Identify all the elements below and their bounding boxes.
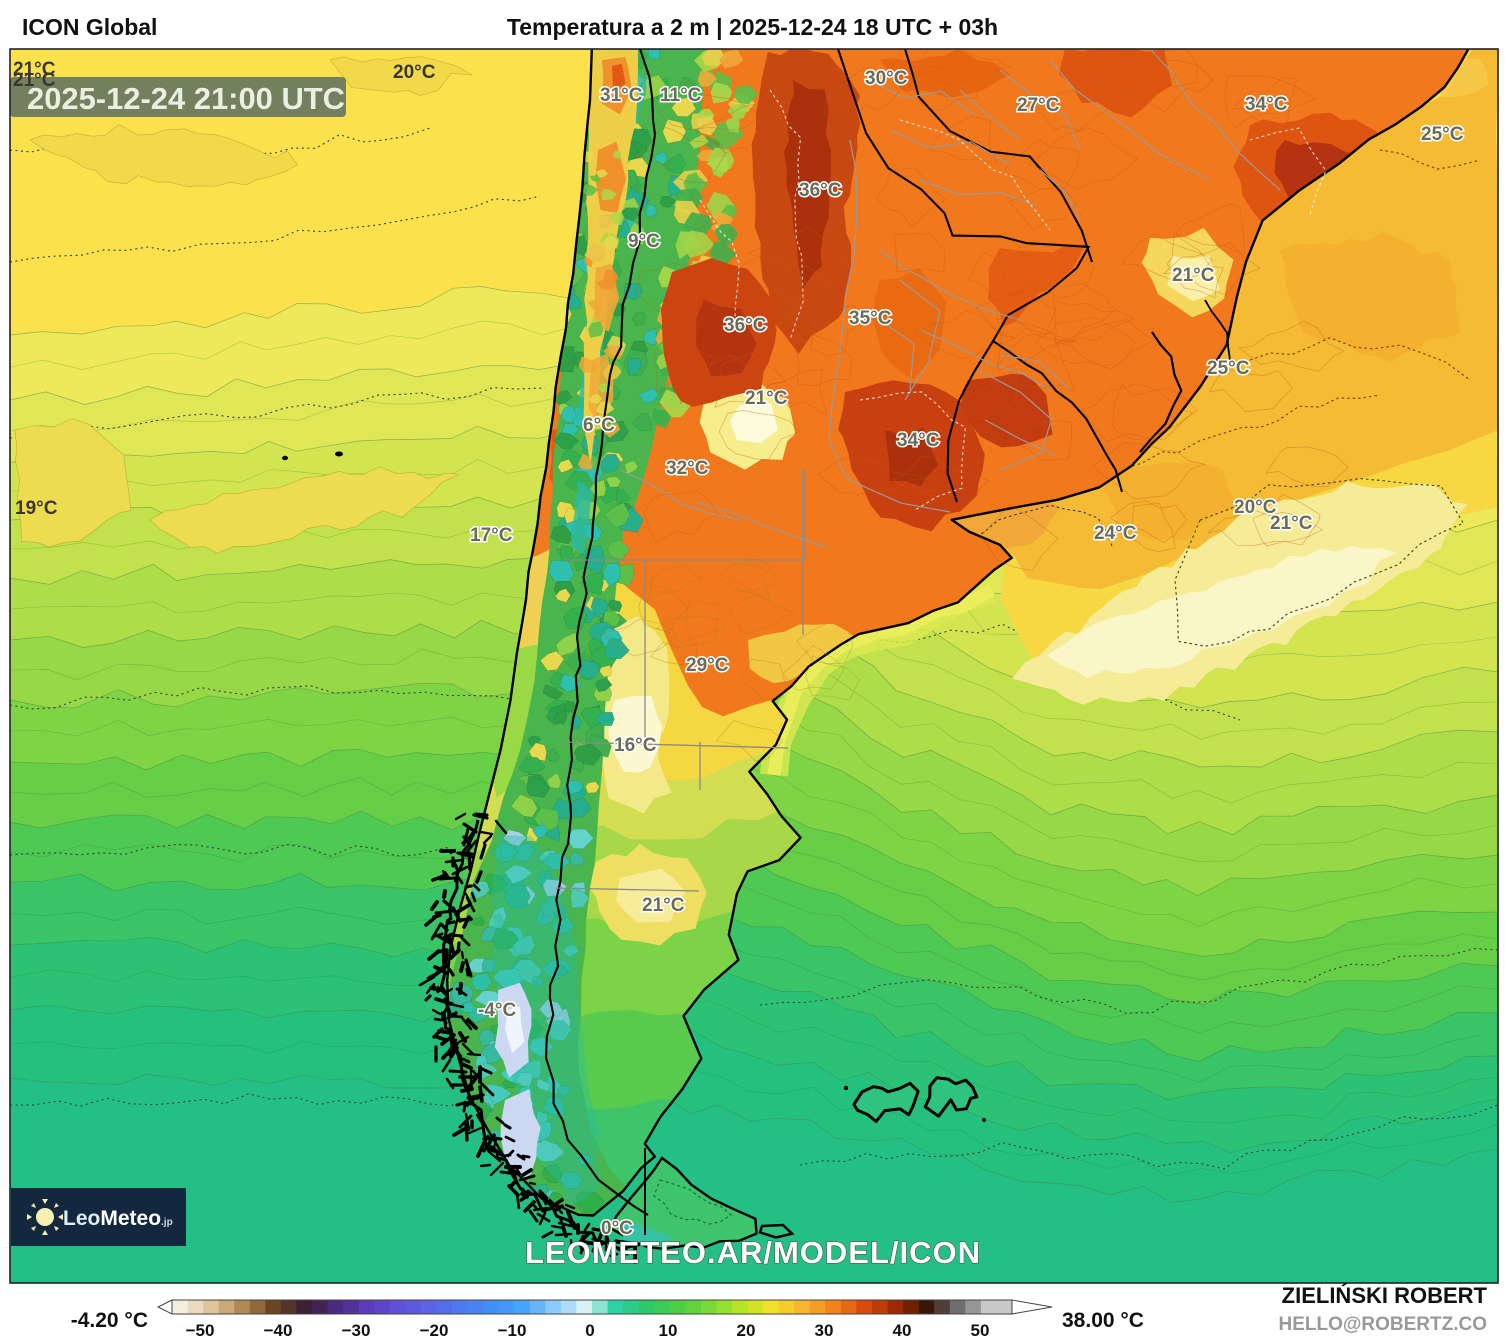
svg-text:30: 30 [815,1321,834,1338]
svg-text:36°C: 36°C [724,315,767,336]
svg-text:6°C: 6°C [583,415,615,436]
svg-text:34°C: 34°C [897,430,940,451]
svg-text:30°C: 30°C [865,68,908,89]
svg-text:0: 0 [585,1321,594,1338]
svg-text:34°C: 34°C [1245,94,1288,115]
svg-text:21°C: 21°C [642,895,685,916]
svg-text:10: 10 [659,1321,678,1338]
svg-text:21°C: 21°C [13,59,56,80]
svg-text:-4.20 °C: -4.20 °C [71,1309,148,1332]
svg-text:36°C: 36°C [799,180,842,201]
svg-text:16°C: 16°C [614,735,657,756]
svg-text:21°C: 21°C [1172,265,1215,286]
svg-text:−50: −50 [186,1321,215,1338]
svg-text:2025-12-24 21:00 UTC: 2025-12-24 21:00 UTC [27,81,345,116]
svg-text:35°C: 35°C [849,308,892,329]
svg-text:24°C: 24°C [1094,523,1137,544]
svg-text:29°C: 29°C [686,655,729,676]
svg-text:-4°C: -4°C [478,1000,516,1021]
svg-text:25°C: 25°C [1421,124,1464,145]
svg-text:27°C: 27°C [1017,95,1060,116]
svg-text:−40: −40 [264,1321,293,1338]
svg-text:LEOMETEO.AR/MODEL/ICON: LEOMETEO.AR/MODEL/ICON [525,1235,981,1270]
svg-text:50: 50 [971,1321,990,1338]
svg-text:20: 20 [737,1321,756,1338]
svg-text:20°C: 20°C [393,62,436,83]
svg-text:21°C: 21°C [745,388,788,409]
svg-text:32°C: 32°C [666,458,709,479]
svg-text:0°C: 0°C [601,1218,633,1239]
svg-text:−20: −20 [420,1321,449,1338]
svg-text:9°C: 9°C [628,231,660,252]
svg-text:ZIELIŃSKI ROBERT: ZIELIŃSKI ROBERT [1282,1283,1488,1308]
svg-text:17°C: 17°C [470,525,513,546]
svg-text:HELLO@ROBERTZ.CO: HELLO@ROBERTZ.CO [1278,1314,1487,1335]
svg-text:21°C: 21°C [1270,513,1313,534]
svg-text:38.00 °C: 38.00 °C [1062,1309,1144,1332]
svg-text:40: 40 [893,1321,912,1338]
svg-text:−10: −10 [498,1321,527,1338]
svg-text:LeoMeteo.jp: LeoMeteo.jp [63,1207,173,1230]
svg-text:11°C: 11°C [660,85,702,106]
svg-text:25°C: 25°C [1207,358,1250,379]
svg-text:19°C: 19°C [15,498,58,519]
svg-text:−30: −30 [342,1321,371,1338]
svg-text:21°C: 21°C [13,70,56,91]
svg-text:20°C: 20°C [1234,497,1277,518]
svg-text:31°C: 31°C [600,85,643,106]
